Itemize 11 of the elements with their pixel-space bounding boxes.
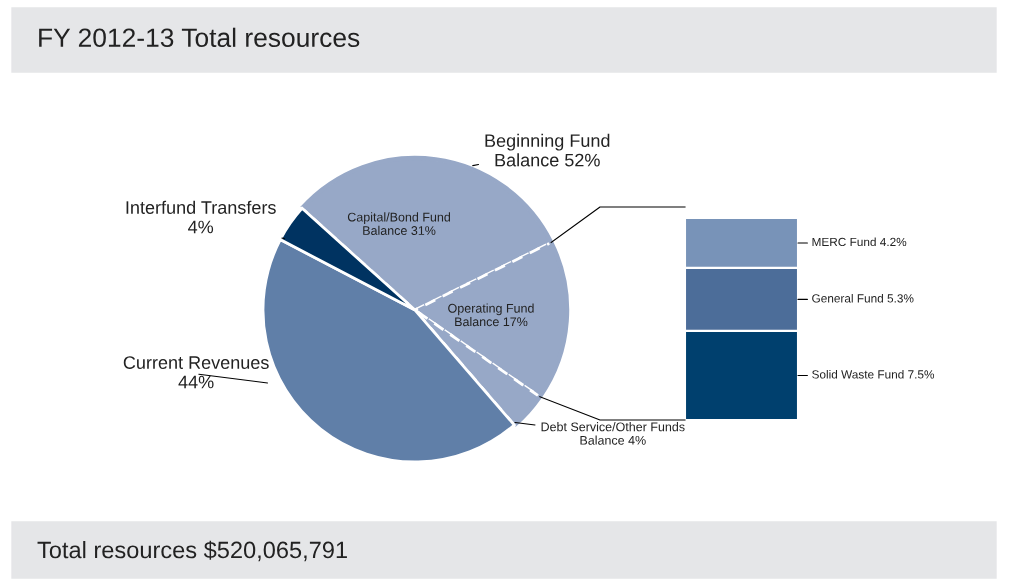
data-label: MERC Fund 4.2% [812, 237, 907, 247]
slice-label: Current Revenues 44% [123, 356, 269, 389]
slice-label: Operating Fund Balance 17% [448, 303, 534, 327]
data-label: General Fund 5.3% [812, 293, 914, 303]
slice-label: Debt Service/Other Funds Balance 4% [541, 422, 685, 445]
text: Beginning Fund Balance 52% [485, 133, 610, 167]
chart-title: FY 2012-13 Total resources [39, 27, 360, 48]
slice-label: Interfund Transfers 4% [126, 200, 276, 234]
data-label: Solid Waste Fund 7.5% [812, 369, 935, 379]
text: Total resources $520,065,791 [37, 540, 347, 562]
slice-label: Capital/Bond Fund Balance 31% [347, 212, 451, 235]
